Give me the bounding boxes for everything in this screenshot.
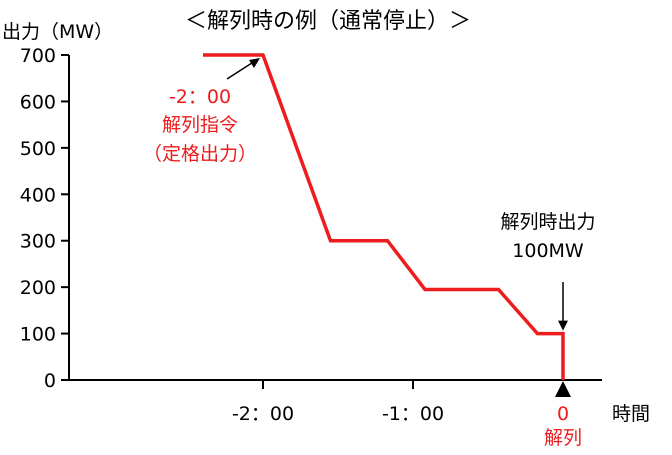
y-tick-label: 300: [20, 231, 56, 253]
y-tick-label: 600: [20, 91, 56, 113]
y-tick-label: 100: [20, 324, 56, 346]
y-tick-label: 200: [20, 277, 56, 299]
dispatch-arrow: [226, 60, 256, 80]
x-axis: -2：00 -1：00 0: [69, 379, 602, 425]
y-tick-label: 700: [20, 45, 56, 67]
dispatch-annotation-line: （定格出力）: [143, 143, 257, 165]
x-tick-label: -2：00: [232, 403, 294, 425]
x-axis-label: 時間: [612, 403, 650, 425]
y-tick-label: 0: [44, 370, 56, 392]
dispatch-annotation-line: 解列指令: [162, 114, 238, 136]
dispatch-annotation-line: -2：00: [169, 86, 231, 108]
output-arrowhead: [558, 320, 568, 331]
output-annotation-line: 解列時出力: [500, 211, 595, 233]
y-tick-label: 500: [20, 138, 56, 160]
dispatch-arrowhead: [249, 58, 260, 68]
output-annotation-line: 100MW: [512, 240, 584, 262]
y-axis: 0 100 200 300 400 500 600 700: [20, 45, 70, 392]
x-tick-label: -1：00: [382, 403, 444, 425]
x-tick-label: 0: [557, 403, 569, 425]
parallel-off-marker: [555, 381, 571, 397]
output-line: [203, 53, 565, 380]
parallel-off-label: 解列: [544, 427, 582, 449]
y-axis-label: 出力（MW）: [2, 21, 113, 43]
y-tick-label: 400: [20, 184, 56, 206]
chart-title: ＜解列時の例（通常停止）＞: [185, 9, 471, 34]
